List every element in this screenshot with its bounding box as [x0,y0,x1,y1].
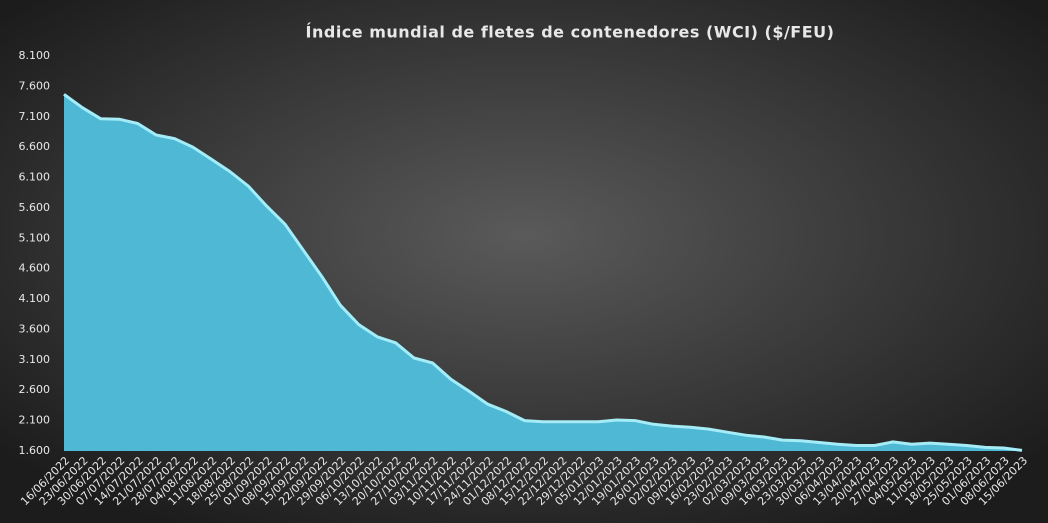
y-tick-label: 1.600 [19,444,51,457]
y-tick-label: 3.100 [19,353,51,366]
y-tick-label: 8.100 [19,49,51,62]
y-tick-label: 5.600 [19,201,51,214]
y-tick-label: 6.100 [19,171,51,184]
area-edge [63,93,1023,452]
y-tick-label: 4.600 [19,262,51,275]
y-tick-label: 6.600 [19,140,51,153]
y-tick-label: 2.100 [19,414,51,427]
area [64,94,1022,452]
y-tick-label: 2.600 [19,383,51,396]
chart-title: Índice mundial de fletes de contenedores… [306,23,835,42]
y-tick-label: 7.600 [19,79,51,92]
y-tick-label: 7.100 [19,110,51,123]
y-tick-label: 5.100 [19,231,51,244]
y-tick-label: 3.600 [19,322,51,335]
y-tick-label: 4.100 [19,292,51,305]
